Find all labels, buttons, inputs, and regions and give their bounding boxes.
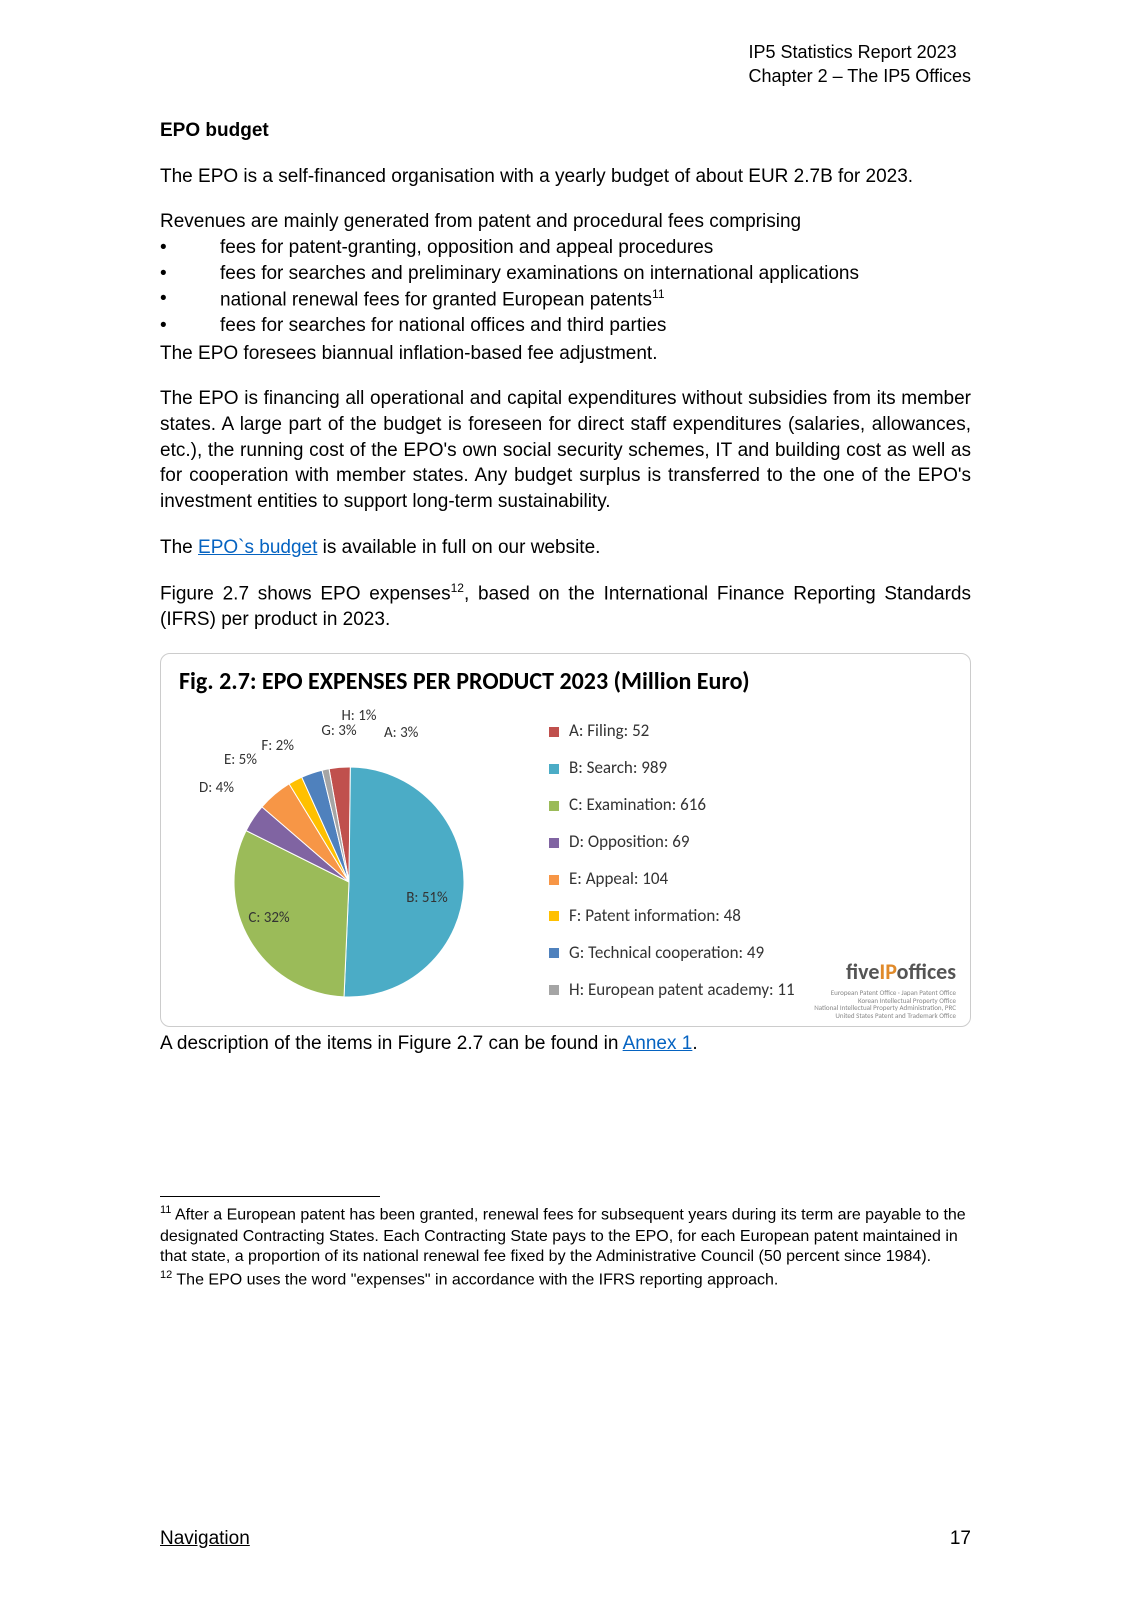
legend-item-f: F: Patent information: 48 <box>549 905 952 928</box>
slice-label-e: E: 5% <box>224 751 257 769</box>
legend-swatch <box>549 911 559 921</box>
figure-caption: A description of the items in Figure 2.7… <box>160 1031 971 1057</box>
footnote-ref-11: 11 <box>652 287 664 301</box>
footnote-ref-12: 12 <box>451 581 464 595</box>
slice-label-a: A: 3% <box>384 724 419 742</box>
bullet-text: fees for searches and preliminary examin… <box>220 261 971 287</box>
footnote-num: 11 <box>160 1204 171 1216</box>
bullet-marker: • <box>160 261 220 287</box>
footnote-11: 11 After a European patent has been gran… <box>160 1203 971 1268</box>
bullet-item: • fees for searches and preliminary exam… <box>160 261 971 287</box>
legend-swatch <box>549 764 559 774</box>
para4-pre: The <box>160 537 198 558</box>
legend-swatch <box>549 948 559 958</box>
bullet-text-inner: national renewal fees for granted Europe… <box>220 290 652 311</box>
footnotes: 11 After a European patent has been gran… <box>160 1203 971 1291</box>
page-footer: Navigation 17 <box>160 1528 971 1550</box>
pie-svg: A: 3%B: 51%C: 32%D: 4%E: 5%F: 2%G: 3%H: … <box>179 702 519 1012</box>
legend-label: E: Appeal: 104 <box>569 868 668 891</box>
legend-swatch <box>549 801 559 811</box>
body-content: EPO budget The EPO is a self-financed or… <box>160 118 971 1291</box>
paragraph-4: The EPO`s budget is available in full on… <box>160 535 971 561</box>
brand-mid: IP <box>879 958 896 985</box>
caption-pre: A description of the items in Figure 2.7… <box>160 1033 623 1054</box>
para4-post: is available in full on our website. <box>317 537 600 558</box>
page: IP5 Statistics Report 2023 Chapter 2 – T… <box>0 0 1131 1600</box>
bullet-item: • fees for searches for national offices… <box>160 313 971 339</box>
legend-label: G: Technical cooperation: 49 <box>569 942 764 965</box>
section-title: EPO budget <box>160 118 971 144</box>
slice-label-c: C: 32% <box>248 909 290 927</box>
bullet-list: • fees for patent-granting, opposition a… <box>160 235 971 339</box>
annex-1-link[interactable]: Annex 1 <box>623 1033 693 1054</box>
brand-logo: fiveIPoffices European Patent Office · J… <box>814 957 956 1019</box>
header-line2: Chapter 2 – The IP5 Offices <box>749 64 971 88</box>
figure-title: Fig. 2.7: EPO EXPENSES PER PRODUCT 2023 … <box>179 666 952 698</box>
bullet-marker: • <box>160 286 220 313</box>
legend-item-b: B: Search: 989 <box>549 757 952 780</box>
legend-swatch <box>549 838 559 848</box>
legend-label: H: European patent academy: 11 <box>569 979 795 1002</box>
bullet-text: national renewal fees for granted Europe… <box>220 286 971 313</box>
legend-swatch <box>549 985 559 995</box>
pie-chart: A: 3%B: 51%C: 32%D: 4%E: 5%F: 2%G: 3%H: … <box>179 702 519 1012</box>
legend-label: A: Filing: 52 <box>569 720 649 743</box>
revenue-after: The EPO foresees biannual inflation-base… <box>160 341 971 367</box>
legend-label: F: Patent information: 48 <box>569 905 741 928</box>
page-header: IP5 Statistics Report 2023 Chapter 2 – T… <box>749 40 971 89</box>
slice-label-f: F: 2% <box>261 737 294 755</box>
footnote-num: 12 <box>160 1269 172 1281</box>
caption-post: . <box>692 1033 697 1054</box>
header-line1: IP5 Statistics Report 2023 <box>749 40 971 64</box>
legend-label: D: Opposition: 69 <box>569 831 689 854</box>
revenue-intro: Revenues are mainly generated from paten… <box>160 209 971 235</box>
legend-item-e: E: Appeal: 104 <box>549 868 952 891</box>
paragraph-1: The EPO is a self-financed organisation … <box>160 164 971 190</box>
bullet-marker: • <box>160 313 220 339</box>
legend-item-d: D: Opposition: 69 <box>549 831 952 854</box>
slice-label-h: H: 1% <box>341 707 376 725</box>
brand-pre: five <box>846 958 879 985</box>
para5-pre: Figure 2.7 shows EPO expenses <box>160 584 451 605</box>
slice-label-b: B: 51% <box>406 889 448 907</box>
legend-swatch <box>549 727 559 737</box>
bullet-item: • fees for patent-granting, opposition a… <box>160 235 971 261</box>
slice-label-d: D: 4% <box>199 779 234 797</box>
brand-post: offices <box>897 958 956 985</box>
navigation-link[interactable]: Navigation <box>160 1528 250 1550</box>
brand-main: fiveIPoffices <box>814 957 956 987</box>
footnote-text: After a European patent has been granted… <box>160 1207 966 1266</box>
figure-2-7: Fig. 2.7: EPO EXPENSES PER PRODUCT 2023 … <box>160 653 971 1027</box>
footnote-12: 12 The EPO uses the word "expenses" in a… <box>160 1268 971 1291</box>
brand-sub: European Patent Office · Japan Patent Of… <box>814 989 956 1020</box>
paragraph-5: Figure 2.7 shows EPO expenses12, based o… <box>160 580 971 633</box>
legend-item-a: A: Filing: 52 <box>549 720 952 743</box>
bullet-marker: • <box>160 235 220 261</box>
legend-label: C: Examination: 616 <box>569 794 706 817</box>
page-number: 17 <box>950 1528 971 1550</box>
paragraph-3: The EPO is financing all operational and… <box>160 386 971 514</box>
legend-swatch <box>549 875 559 885</box>
footnote-rule <box>160 1196 380 1197</box>
pie-slice-b <box>344 767 464 997</box>
bullet-item: • national renewal fees for granted Euro… <box>160 286 971 313</box>
revenue-block: Revenues are mainly generated from paten… <box>160 209 971 366</box>
legend-item-c: C: Examination: 616 <box>549 794 952 817</box>
epo-budget-link[interactable]: EPO`s budget <box>198 537 317 558</box>
bullet-text: fees for patent-granting, opposition and… <box>220 235 971 261</box>
legend-label: B: Search: 989 <box>569 757 667 780</box>
bullet-text: fees for searches for national offices a… <box>220 313 971 339</box>
footnote-text: The EPO uses the word "expenses" in acco… <box>172 1271 778 1288</box>
